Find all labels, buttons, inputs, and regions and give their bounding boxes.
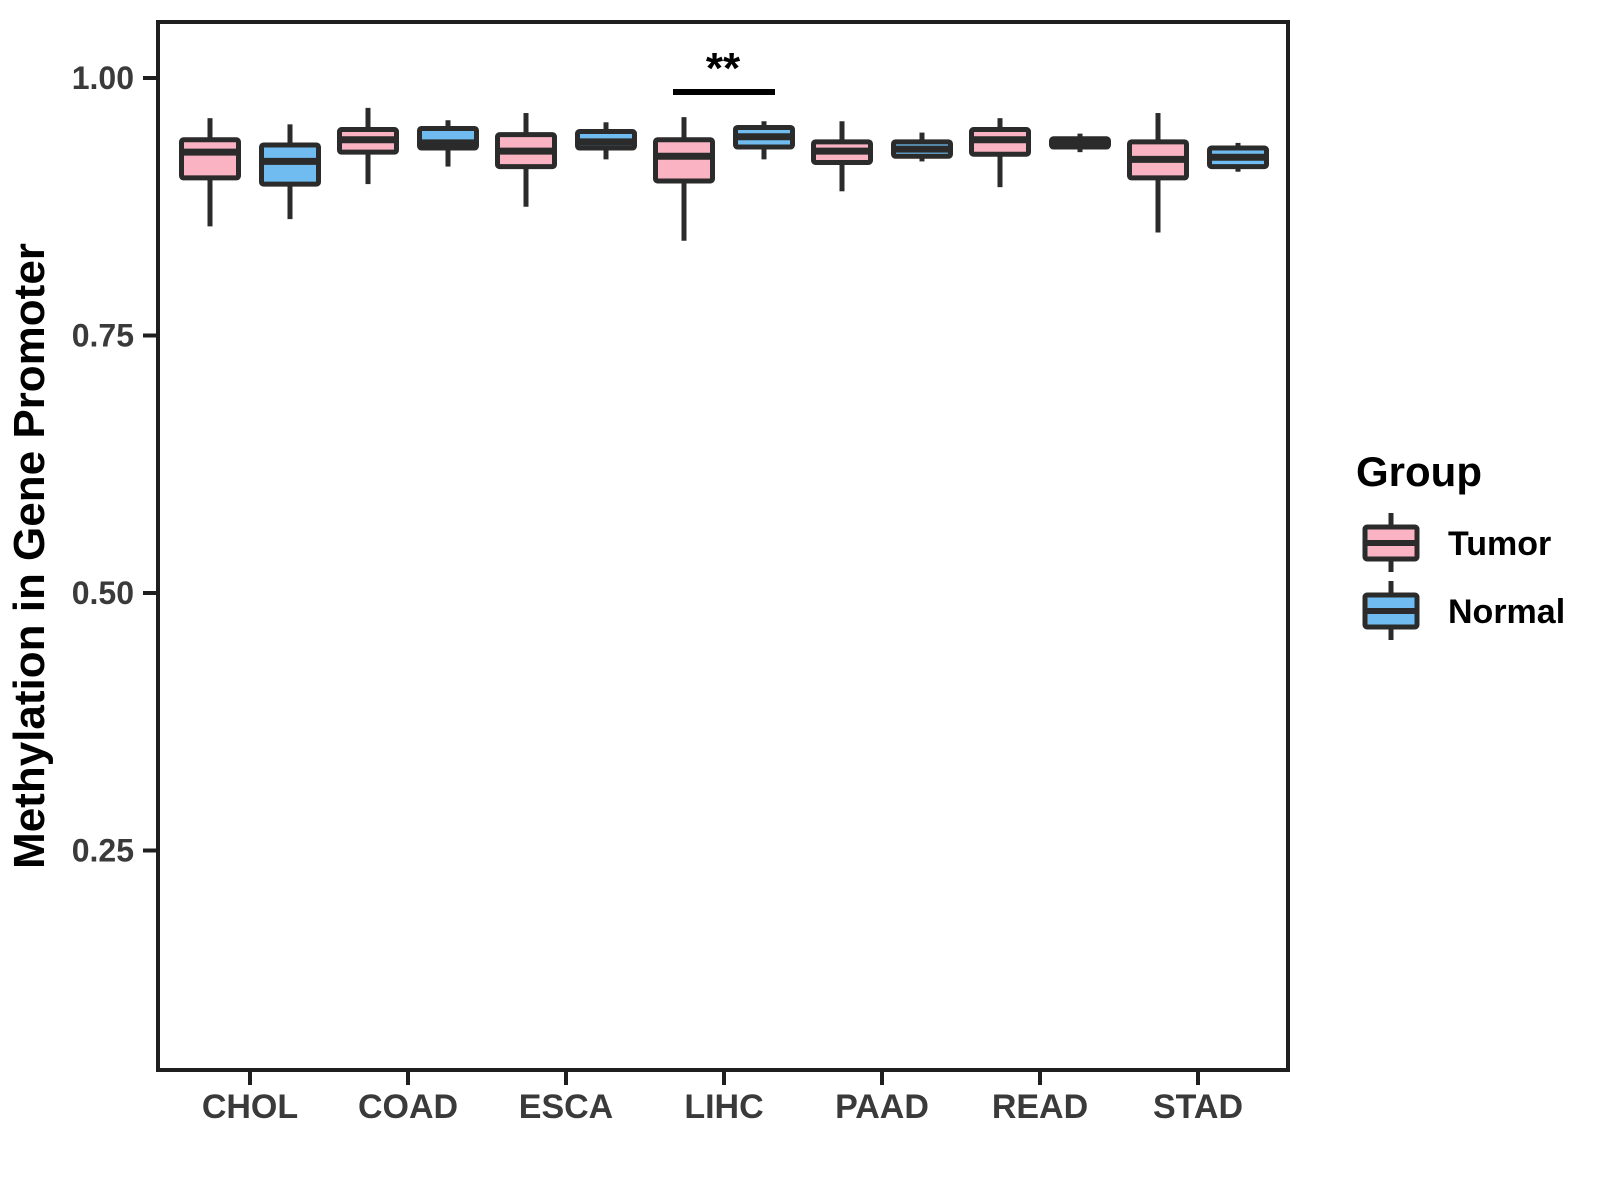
box-ESCA-normal — [575, 122, 637, 160]
x-tick-label-ESCA: ESCA — [519, 1088, 613, 1126]
y-tick-label: 0.25 — [72, 833, 134, 869]
box-STAD-normal — [1207, 142, 1269, 172]
legend-label-normal: Normal — [1448, 593, 1565, 631]
box-LIHC-normal — [733, 121, 795, 160]
box-STAD-tumor — [1127, 113, 1189, 233]
box-CHOL-tumor — [179, 118, 241, 227]
legend: Group Tumor Normal — [1356, 448, 1565, 640]
y-tick-label: 0.75 — [72, 318, 134, 354]
plot-layer: 1.00 0.75 0.50 0.25 CHOL COAD ESCA LIHC PAAD READ… — [72, 60, 1269, 1126]
x-tick-label-STAD: STAD — [1153, 1088, 1243, 1126]
legend-key-normal: Normal — [1362, 581, 1565, 640]
y-tick-label: 0.50 — [72, 575, 134, 611]
x-tick-label-LIHC: LIHC — [684, 1088, 763, 1126]
y-tick-label: 1.00 — [72, 60, 134, 96]
x-tick-label-COAD: COAD — [358, 1088, 458, 1126]
legend-key-tumor: Tumor — [1362, 513, 1551, 572]
panel-border — [156, 20, 1290, 1072]
y-axis-title: Methylation in Gene Promoter — [5, 243, 54, 869]
box-CHOL-normal — [259, 124, 321, 220]
box-PAAD-normal — [891, 132, 953, 162]
legend-title: Group — [1356, 448, 1482, 495]
x-tick-label-READ: READ — [992, 1088, 1088, 1126]
box-READ-tumor — [969, 118, 1031, 188]
significance-label: ** — [706, 44, 741, 93]
x-tick-label-PAAD: PAAD — [835, 1088, 929, 1126]
box-ESCA-tumor — [495, 113, 557, 207]
iqr-box — [179, 137, 241, 181]
box-COAD-normal — [417, 120, 479, 167]
box-LIHC-tumor — [653, 117, 715, 241]
box-COAD-tumor — [337, 107, 399, 185]
x-tick-label-CHOL: CHOL — [202, 1088, 298, 1126]
box-READ-normal — [1049, 133, 1111, 153]
legend-label-tumor: Tumor — [1448, 525, 1551, 563]
significance-annotation: ** — [673, 44, 775, 95]
iqr-box — [653, 137, 715, 184]
box-PAAD-tumor — [811, 121, 873, 192]
